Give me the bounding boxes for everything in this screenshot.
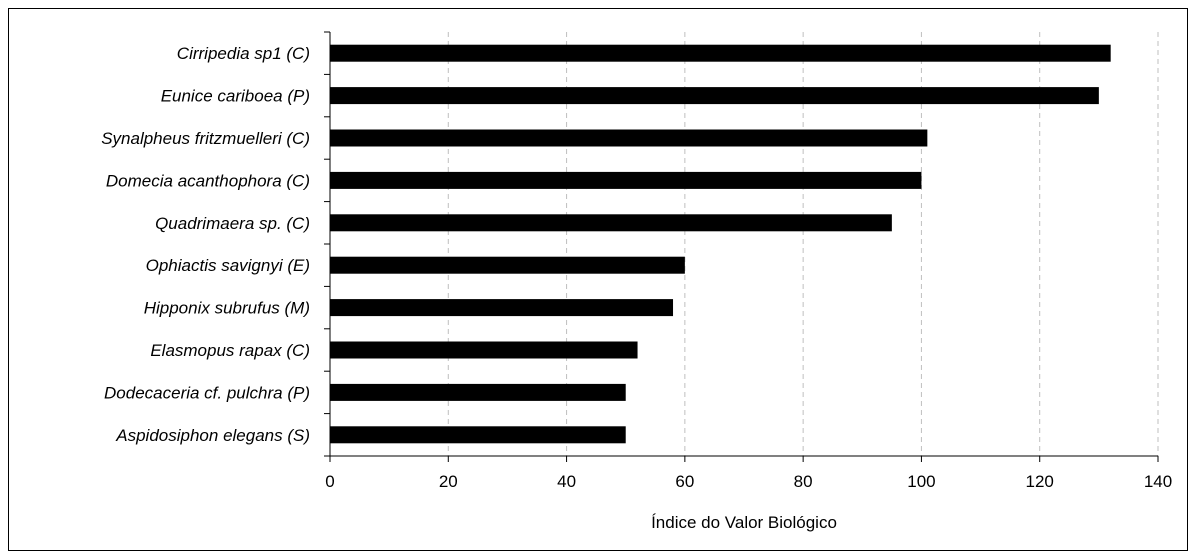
- bar: [330, 426, 626, 444]
- bar: [330, 341, 638, 359]
- x-tick-label: 120: [1026, 472, 1054, 491]
- bar: [330, 383, 626, 401]
- bar: [330, 171, 922, 189]
- x-axis-title: Índice do Valor Biológico: [651, 513, 837, 532]
- category-label: Dodecaceria cf. pulchra (P): [104, 383, 310, 402]
- x-tick-label: 0: [325, 472, 334, 491]
- bars: [330, 44, 1111, 444]
- x-tick-label: 80: [794, 472, 813, 491]
- tick-labels: 0 20 40 60 80 100 120 140: [325, 472, 1172, 491]
- x-tick-label: 100: [907, 472, 935, 491]
- axes: [324, 31, 1159, 462]
- x-tick-label: 40: [557, 472, 576, 491]
- category-label: Domecia acanthophora (C): [106, 171, 310, 190]
- category-label: Quadrimaera sp. (C): [155, 214, 310, 233]
- category-label: Aspidosiphon elegans (S): [115, 426, 310, 445]
- bar: [330, 129, 928, 147]
- category-label: Synalpheus fritzmuelleri (C): [101, 129, 310, 148]
- bar: [330, 256, 685, 274]
- x-tick-label: 20: [439, 472, 458, 491]
- category-labels: Cirripedia sp1 (C) Eunice cariboea (P) Syn…: [101, 44, 310, 445]
- category-label: Elasmopus rapax (C): [150, 341, 310, 360]
- x-tick-label: 60: [675, 472, 694, 491]
- category-label: Ophiactis savignyi (E): [146, 256, 310, 275]
- bar: [330, 87, 1099, 105]
- category-label: Hipponix subrufus (M): [144, 299, 310, 318]
- category-label: Cirripedia sp1 (C): [177, 44, 310, 63]
- bar: [330, 299, 674, 317]
- bar: [330, 44, 1111, 62]
- bar: [330, 214, 892, 232]
- category-label: Eunice cariboea (P): [161, 87, 310, 106]
- x-tick-label: 140: [1144, 472, 1172, 491]
